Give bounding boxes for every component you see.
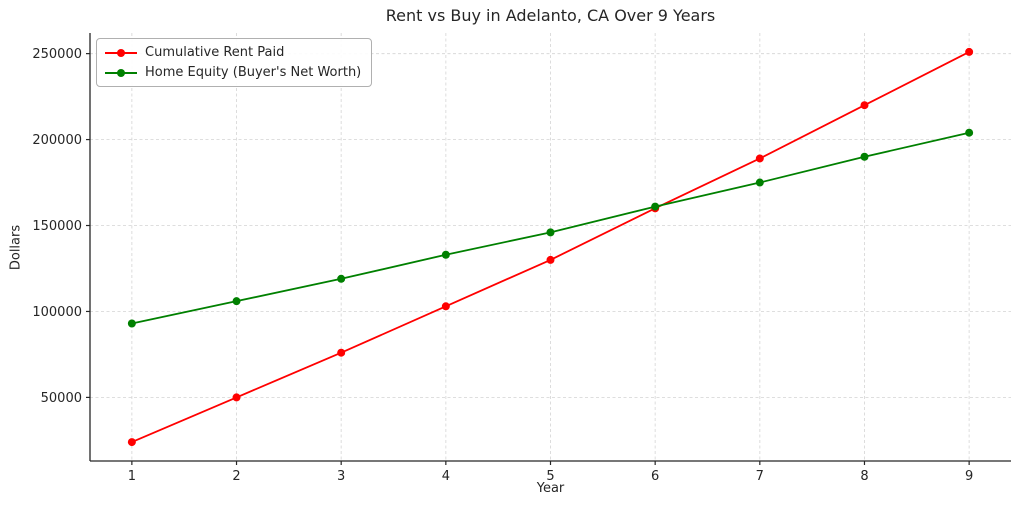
x-axis-label: Year — [536, 481, 565, 496]
x-tick-label: 4 — [442, 469, 450, 484]
y-tick-label: 200000 — [32, 133, 82, 148]
legend: Cumulative Rent Paid Home Equity (Buyer'… — [96, 38, 373, 87]
chart-title: Rent vs Buy in Adelanto, CA Over 9 Years — [385, 6, 716, 25]
data-point-series-1 — [127, 319, 136, 328]
rent-line-sample-icon — [105, 48, 137, 57]
x-tick-label: 1 — [128, 469, 136, 484]
data-point-series-0 — [546, 255, 555, 264]
data-point-series-0 — [232, 393, 241, 402]
data-point-series-0 — [127, 438, 136, 447]
y-tick-label: 150000 — [32, 219, 82, 234]
data-point-series-0 — [965, 47, 974, 56]
legend-item-equity: Home Equity (Buyer's Net Worth) — [105, 65, 361, 80]
y-axis-label: Dollars — [8, 224, 24, 271]
data-point-series-1 — [441, 250, 450, 259]
equity-line-sample-icon — [105, 68, 137, 77]
x-tick-label: 2 — [232, 469, 240, 484]
data-point-series-0 — [860, 101, 869, 110]
x-tick-label: 5 — [546, 469, 554, 484]
data-point-series-1 — [232, 297, 241, 306]
data-point-series-0 — [337, 348, 346, 357]
data-point-series-1 — [546, 228, 555, 237]
data-point-series-1 — [755, 178, 764, 187]
y-tick-label: 50000 — [41, 391, 82, 406]
x-tick-label: 3 — [337, 469, 345, 484]
y-tick-label: 100000 — [32, 305, 82, 320]
data-point-series-1 — [860, 152, 869, 161]
x-tick-label: 9 — [965, 469, 973, 484]
data-point-series-1 — [651, 202, 660, 211]
data-point-series-0 — [441, 302, 450, 311]
legend-item-rent: Cumulative Rent Paid — [105, 45, 361, 60]
y-tick-label: 250000 — [32, 47, 82, 62]
legend-label-equity: Home Equity (Buyer's Net Worth) — [145, 65, 362, 80]
data-point-series-0 — [755, 154, 764, 163]
data-point-series-1 — [965, 128, 974, 137]
x-tick-label: 7 — [756, 469, 764, 484]
x-tick-label: 8 — [860, 469, 868, 484]
legend-label-rent: Cumulative Rent Paid — [145, 45, 285, 60]
x-tick-label: 6 — [651, 469, 659, 484]
data-point-series-1 — [337, 274, 346, 283]
